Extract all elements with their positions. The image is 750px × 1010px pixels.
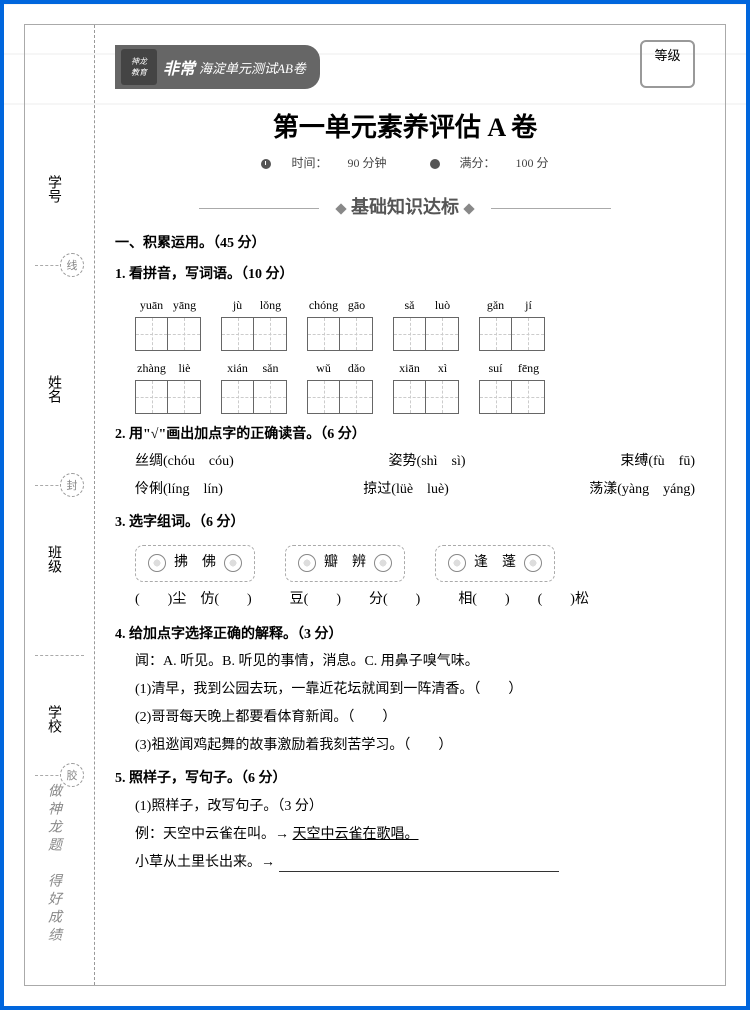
publisher-logo: 神龙 教育 [121,49,157,85]
diamond-icon [463,203,474,214]
q2-row: 伶俐(líng lín)掠过(lüè luè)荡漾(yàng yáng) [135,476,695,504]
q4-line: (3)祖逖闻鸡起舞的故事激励着我刻苦学习。（ ） [135,732,695,760]
series-name: 海淀单元测试AB卷 [199,58,306,77]
series-tab: 神龙 教育 非常 海淀单元测试AB卷 [115,45,320,89]
page: 学号 线 姓名 封 班级 学校 胶 做神龙题 得好成绩 神龙 教育 非常 海淀单… [0,0,750,1010]
question-block: 一、积累运用。（45 分） 1. 看拼音，写词语。（10 分） yuānyāng… [115,231,695,877]
q2-row: 丝绸(chóu cóu)姿势(shì sì)束缚(fù fū) [135,448,695,476]
q5-example: 例：天空中云雀在叫。→ 天空中云雀在歌唱。 [135,821,695,849]
pinyin-box[interactable]: suífēng [479,357,545,414]
label-xingming: 姓名 [43,375,63,403]
brand: 非常 [163,55,195,79]
pinyin-box[interactable]: sǎluò [393,294,459,351]
pinyin-box[interactable]: xiánsǎn [221,357,287,414]
q4-line: (2)哥哥每天晚上都要看体育新闻。（ ） [135,704,695,732]
flower-icon [448,554,466,572]
q3-title: 3. 选字组词。（6 分） [115,510,695,537]
flower-icon [298,554,316,572]
q2-title: 2. 用"√"画出加点字的正确读音。（6 分） [115,422,695,449]
slogan: 做神龙题 得好成绩 [43,783,63,945]
pinyin-box[interactable]: wǔdǎo [307,357,373,414]
grade-label: 等级 [654,48,680,63]
pinyin-box[interactable]: zhàngliè [135,357,201,414]
q1-title: 1. 看拼音，写词语。（10 分） [115,262,695,289]
flower-icon [148,554,166,572]
pinyin-box[interactable]: yuānyāng [135,294,201,351]
sidebar: 学号 线 姓名 封 班级 学校 胶 做神龙题 得好成绩 [25,25,95,985]
char-group: 瓣 辨 [285,545,405,582]
worksheet: 学号 线 姓名 封 班级 学校 胶 做神龙题 得好成绩 神龙 教育 非常 海淀单… [24,24,726,986]
grade-box[interactable]: 等级 [640,40,695,88]
pinyin-box[interactable]: xiānxì [393,357,459,414]
page-title: 第一单元素养评估 A 卷 [115,107,695,144]
char-group: 逢 蓬 [435,545,555,582]
flower-icon [374,554,392,572]
q4-title: 4. 给加点字选择正确的解释。（3 分） [115,622,695,649]
label-banji: 班级 [43,545,63,573]
header: 神龙 教育 非常 海淀单元测试AB卷 等级 第一单元素养评估 A 卷 时间：90… [115,45,695,175]
divider [35,655,84,656]
clock-icon [261,159,271,169]
q3-fills: ( )尘 仿( )豆( ) 分( )相( ) ( )松 [135,586,695,614]
meta: 时间：90 分钟 满分：100 分 [115,154,695,171]
flower-icon [524,554,542,572]
diamond-icon [335,203,346,214]
badge-glue: 胶 [60,763,84,787]
answer-blank[interactable] [279,854,559,872]
badge-line: 线 [60,253,84,277]
q4-def: 闻：A. 听见。B. 听见的事情，消息。C. 用鼻子嗅气味。 [135,648,695,676]
q0-title: 一、积累运用。（45 分） [115,231,695,258]
check-icon [430,159,440,169]
q5-fill: 小草从土里长出来。→ [135,849,695,877]
score: 满分：100 分 [420,156,559,170]
pinyin-row: yuānyāng jùlǒng chónggāo sǎluò gǎnjí [135,294,695,351]
pinyin-box[interactable]: jùlǒng [221,294,287,351]
pinyin-box[interactable]: gǎnjí [479,294,545,351]
pinyin-box[interactable]: chónggāo [307,294,373,351]
label-xuehao: 学号 [43,175,63,203]
q4-line: (1)清早，我到公园去玩，一靠近花坛就闻到一阵清香。（ ） [135,676,695,704]
q3-groups: 拂 佛瓣 辨逢 蓬 [135,545,695,582]
logo-text: 神龙 [131,56,147,67]
section-heading: 基础知识达标 [115,193,695,219]
badge-seal: 封 [60,473,84,497]
label-xuexiao: 学校 [43,705,63,733]
flower-icon [224,554,242,572]
pinyin-row: zhàngliè xiánsǎn wǔdǎo xiānxì suífēng [135,357,695,414]
char-group: 拂 佛 [135,545,255,582]
time: 时间：90 分钟 [251,156,396,170]
q5-title: 5. 照样子，写句子。（6 分） [115,766,695,793]
q5-sub: (1)照样子，改写句子。（3 分） [135,793,695,821]
logo-text: 教育 [131,67,147,78]
